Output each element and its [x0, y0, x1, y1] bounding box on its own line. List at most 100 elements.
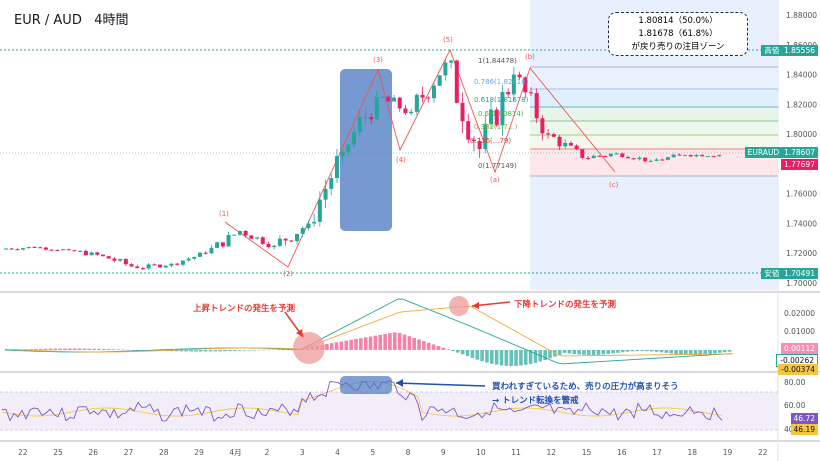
candle-body [89, 252, 94, 256]
candle-body [277, 238, 282, 246]
candle-body [671, 154, 676, 158]
candle-body [700, 154, 705, 157]
price-tick: 1.88000 [786, 11, 817, 20]
macd-tick-1: 0.02000 [784, 309, 816, 318]
candle-body [654, 159, 659, 161]
macd-bar [616, 350, 620, 353]
macd-bar [121, 349, 125, 351]
candle-body [243, 230, 248, 236]
candle-body [614, 153, 619, 155]
info-line-2: 1.81678（61.8%） [638, 29, 718, 39]
rsi-ma-value: 46.19 [790, 424, 818, 435]
wave-label-c: (c) [609, 181, 619, 189]
time-tick: 19 [723, 448, 733, 457]
candle-body [9, 248, 14, 250]
macd-bar [276, 349, 281, 350]
candle-body [414, 94, 419, 112]
macd-bar [722, 350, 727, 353]
macd-bar [349, 339, 353, 350]
candle-body [705, 156, 710, 158]
symbol-label: EUR / AUD [14, 13, 82, 28]
time-tick: 18 [687, 448, 697, 457]
macd-bar [528, 350, 533, 364]
fibonacci-retracement[interactable] [530, 66, 778, 177]
time-tick: 3 [300, 448, 305, 457]
macd-bar [281, 349, 286, 350]
candle-body [557, 136, 562, 147]
macd-bar [38, 348, 43, 350]
macd-bar [106, 349, 111, 350]
candle-body [665, 157, 670, 160]
candle-body [295, 233, 300, 242]
macd-bar [693, 350, 698, 355]
time-tick: 22 [758, 448, 768, 457]
info-box: 1.80814（50.0%） 1.81678（61.8%） が戻り売りの注目ゾー… [608, 12, 748, 56]
macd-bar [640, 350, 644, 352]
macd-bar [48, 348, 53, 350]
candle-body [175, 263, 180, 265]
macd-bar [359, 338, 363, 350]
candle-body [460, 102, 465, 122]
macd-bar [519, 350, 523, 366]
candle-body [180, 260, 185, 265]
macd-cross-down-marker [449, 296, 469, 316]
candle-body [249, 235, 254, 239]
wave-label-3: (3) [373, 56, 383, 64]
macd-bar [354, 338, 358, 350]
macd-bar [266, 349, 271, 351]
macd-bar [708, 350, 712, 354]
time-tick: 17 [652, 448, 662, 457]
candle-body [454, 60, 459, 103]
time-tick: 4 [335, 448, 340, 457]
time-tick: 12 [547, 448, 557, 457]
candle-body [386, 96, 391, 102]
candle-body [608, 153, 613, 157]
fib-label-786: 0.786(1.82810) [474, 78, 529, 86]
candle-body [597, 155, 602, 157]
time-axis[interactable]: 22 25 26 27 28 29 4月 2 3 4 5 8 9 10 11 12 15 16 17 18 19 22 [18, 448, 768, 457]
price-tick: 1.72000 [786, 249, 817, 258]
candle-body [449, 60, 454, 63]
macd-bar [688, 350, 693, 355]
candle-body [38, 247, 43, 249]
candle-body [215, 242, 220, 248]
candle-body [643, 157, 648, 162]
candle-body [580, 149, 585, 158]
macd-bar [426, 342, 431, 350]
time-tick: 15 [582, 448, 592, 457]
candle-body [688, 154, 693, 157]
macd-bar [368, 336, 373, 350]
macd-bar [669, 350, 674, 354]
time-tick: 10 [476, 448, 486, 457]
macd-bar [116, 349, 121, 350]
time-tick: 2 [265, 448, 270, 457]
macd-bar [363, 337, 368, 350]
candle-body [352, 131, 357, 145]
candle-body [551, 134, 556, 137]
symbol-title[interactable]: EUR / AUD 4時間 [14, 9, 129, 28]
macd-bar [727, 350, 732, 352]
macd-bar [591, 350, 596, 355]
macd-bar [664, 350, 669, 353]
candle-body [123, 259, 128, 265]
candle-body [426, 97, 431, 99]
candle-body [466, 121, 471, 140]
candle-body [49, 249, 54, 251]
candle-body [648, 160, 653, 162]
candle-body [380, 96, 385, 98]
macd-bar [252, 350, 256, 351]
macd-bar [460, 350, 465, 355]
macd-bar [504, 350, 509, 366]
candle-body [272, 245, 277, 248]
candlestick-series [4, 58, 722, 270]
macd-bar [291, 349, 295, 351]
candle-body [135, 266, 140, 269]
candle-body [477, 140, 482, 149]
macd-bar [441, 347, 446, 350]
candle-body [711, 156, 716, 158]
candle-body [203, 252, 208, 254]
candle-body [226, 234, 231, 247]
candle-body [140, 268, 145, 270]
macd-annotation-down: 下降トレンドの発生を予測 [514, 300, 617, 310]
macd-bar [645, 350, 649, 352]
